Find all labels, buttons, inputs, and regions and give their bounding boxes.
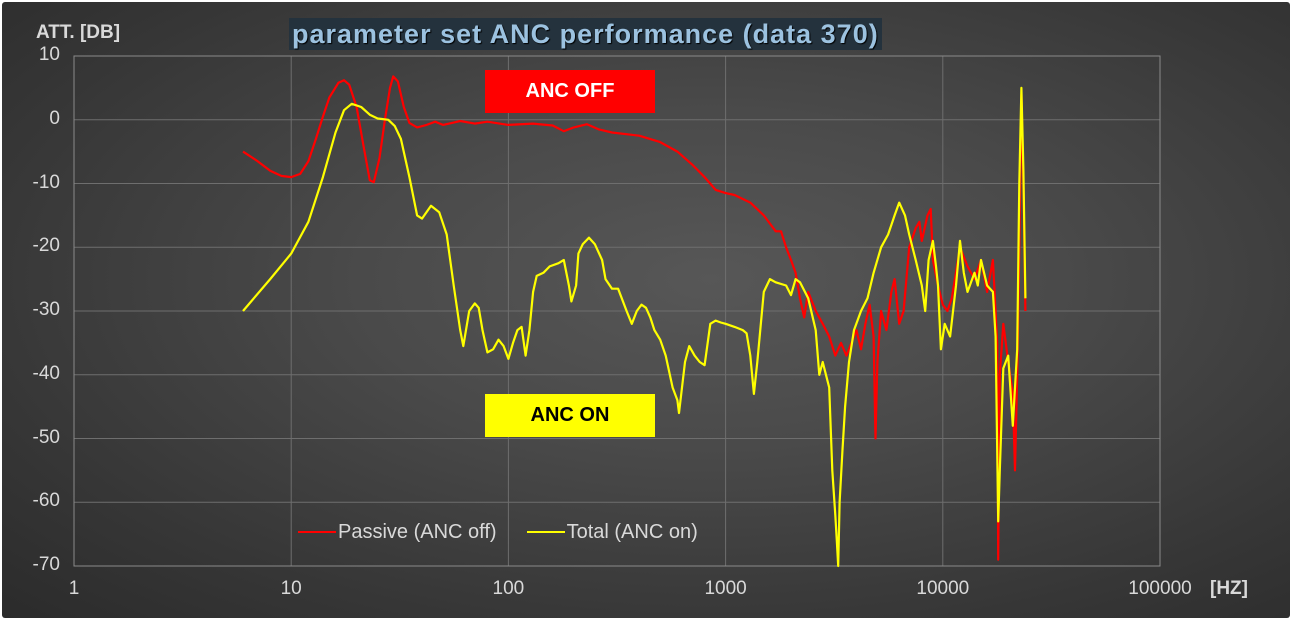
- y-tick-label: -30: [32, 299, 60, 320]
- legend: Passive (ANC off) Total (ANC on): [298, 518, 698, 546]
- y-tick-label: -50: [32, 426, 60, 448]
- x-tick-label: 100000: [1128, 578, 1192, 599]
- legend-line-yellow-icon: [526, 531, 565, 533]
- series-lines: [242, 75, 1027, 568]
- plot-frame: [73, 55, 1161, 567]
- gridlines: [73, 55, 1161, 567]
- x-tick-label: 100: [492, 578, 525, 599]
- y-tick-label: 10: [38, 44, 60, 65]
- legend-item-passive[interactable]: Passive (ANC off): [298, 521, 497, 544]
- chart-title: parameter set ANC performance (data 370): [289, 18, 882, 50]
- x-tick-label: 1: [68, 578, 80, 599]
- y-tick-label: 0: [49, 107, 60, 129]
- x-tick-label: 10000: [916, 578, 970, 599]
- anc-on-annotation: ANC ON: [485, 394, 655, 437]
- y-tick-label: -40: [32, 362, 60, 384]
- y-tick-label: -20: [32, 235, 60, 257]
- anc-off-annotation: ANC OFF: [485, 70, 655, 113]
- y-tick-label: -60: [32, 490, 60, 512]
- legend-label-total: Total (ANC on): [566, 520, 698, 543]
- y-axis-title: ATT. [DB]: [36, 22, 121, 43]
- y-tick-label: -10: [32, 171, 60, 193]
- legend-item-total[interactable]: Total (ANC on): [526, 520, 698, 544]
- legend-line-red-icon: [298, 531, 336, 533]
- x-tick-label: 10: [280, 578, 302, 599]
- x-tick-label: 1000: [704, 578, 747, 599]
- x-axis-title: [HZ]: [1210, 578, 1248, 599]
- series-passive-line: [242, 75, 1027, 561]
- series-total-line: [242, 86, 1027, 568]
- legend-label-passive: Passive (ANC off): [338, 520, 497, 543]
- y-tick-label: -70: [32, 554, 60, 575]
